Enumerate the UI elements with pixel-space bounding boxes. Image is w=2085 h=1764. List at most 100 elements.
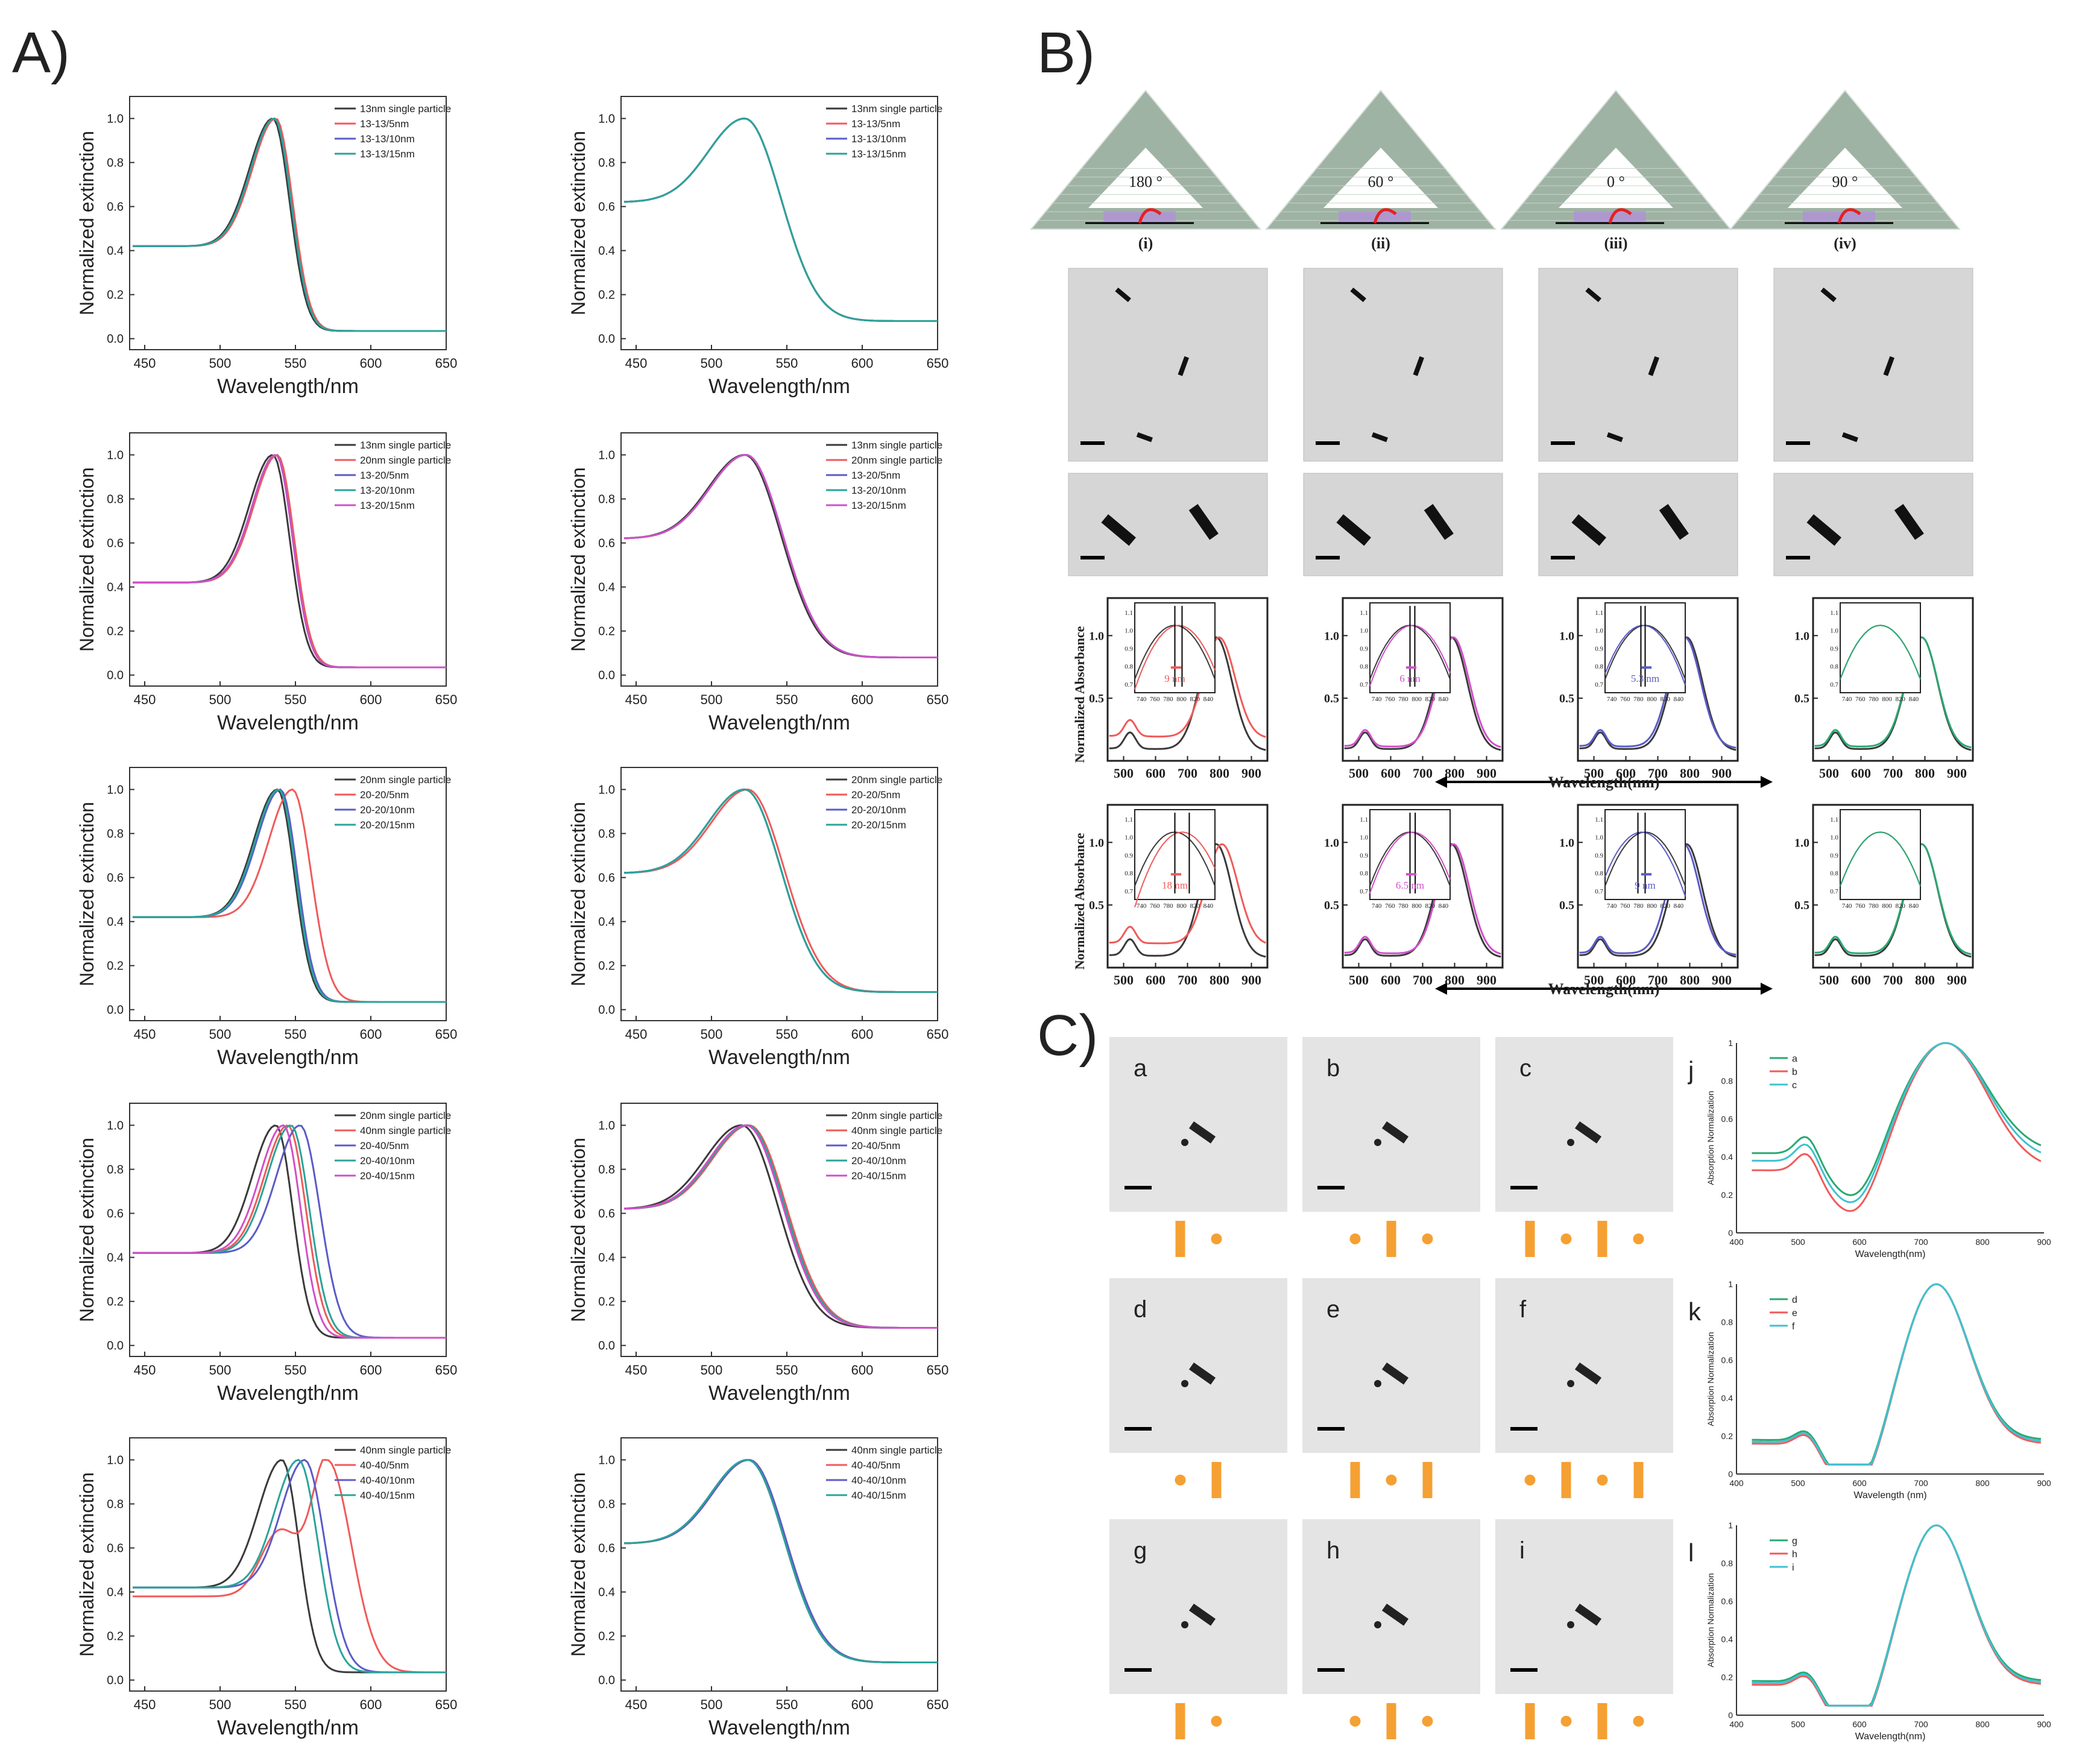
y-tick-label: 0.2 <box>107 1630 124 1643</box>
legend-label: 13-13/15nm <box>851 148 906 160</box>
a-chart-0-right: 450 500 550 600 650 0.0 0.2 0.4 0.6 0.8 1.0 Wavelen… <box>567 96 948 398</box>
tem-letter: h <box>1326 1537 1340 1564</box>
x-tick-label: 600 <box>1851 766 1871 781</box>
x-tick-label: 800 <box>1210 766 1229 781</box>
nanosphere <box>1181 1380 1188 1387</box>
inset-x-tick: 740 <box>1842 902 1852 910</box>
nanorod <box>1350 288 1366 303</box>
legend-label: 20-40/10nm <box>360 1155 415 1167</box>
gold-nanorod <box>1339 211 1411 224</box>
legend-label: 20-40/15nm <box>851 1170 906 1182</box>
x-tick-label: 450 <box>625 1027 648 1042</box>
inset-y-tick: 1.1 <box>1830 816 1838 824</box>
angle-arc <box>1138 208 1162 224</box>
shift-label: 9 nm <box>1164 673 1185 684</box>
c-schematic-f <box>1524 1462 1644 1498</box>
x-tick-label: 500 <box>209 1027 232 1042</box>
y-tick-label: 0.6 <box>1721 1596 1733 1606</box>
x-tick-label: 700 <box>1178 766 1197 781</box>
x-tick-label: 900 <box>1947 972 1967 988</box>
single-spectrum <box>1344 636 1501 751</box>
x-tick-label: 700 <box>1648 972 1668 988</box>
inset-y-tick: 1.1 <box>1125 610 1133 617</box>
legend-label: 20-20/5nm <box>360 789 409 801</box>
sphere-symbol <box>1422 1233 1433 1244</box>
x-tick-label: 450 <box>134 1362 156 1378</box>
sphere-symbol <box>1524 1475 1536 1485</box>
x-tick-label: 600 <box>360 1027 382 1042</box>
y-tick-label: 0.2 <box>598 1630 615 1643</box>
x-tick-label: 650 <box>927 1697 949 1712</box>
y-tick-label: 0.8 <box>1721 1076 1733 1086</box>
inset-x-tick: 760 <box>1385 902 1395 910</box>
x-axis-label: Wavelength/nm <box>217 1046 359 1069</box>
y-tick-label: 0.8 <box>107 157 124 170</box>
arrow-left-head <box>1435 776 1447 788</box>
legend-label: 40nm single particle <box>851 1125 942 1136</box>
inset-x-tick: 740 <box>1137 902 1147 910</box>
axes-frame <box>129 767 447 1021</box>
nanorod <box>1574 1121 1602 1144</box>
x-axis-label: Wavelength/nm <box>708 1716 850 1739</box>
angle-label: 60 ° <box>1368 173 1394 191</box>
tem-image <box>1495 1278 1673 1453</box>
c-tem-b: b <box>1302 1037 1480 1212</box>
sphere-symbol <box>1349 1233 1361 1244</box>
inset-x-tick: 820 <box>1190 902 1200 910</box>
nanorod <box>1424 504 1454 540</box>
inset-x-tick: 760 <box>1855 902 1866 910</box>
c-tem-f: f <box>1495 1278 1673 1453</box>
legend-label: 40nm single particle <box>360 1125 451 1136</box>
a-chart-4-right: 450 500 550 600 650 0.0 0.2 0.4 0.6 0.8 1.0 Wavelen… <box>567 1437 949 1739</box>
y-tick-label: 0.4 <box>1721 1393 1733 1403</box>
inset-y-tick: 1.0 <box>1830 834 1838 842</box>
panel-label-b: B) <box>1037 20 1095 85</box>
x-tick-label: 700 <box>1413 972 1433 988</box>
x-tick-label: 500 <box>209 356 232 371</box>
y-tick-label: 0.0 <box>598 669 615 682</box>
inset-y-tick: 0.8 <box>1830 870 1838 877</box>
legend-label: 13-20/5nm <box>360 470 409 481</box>
y-tick-label: 0.0 <box>598 1340 615 1353</box>
dimer-spectrum <box>1109 636 1266 738</box>
x-tick-label: 500 <box>1114 972 1134 988</box>
tem-letter: g <box>1134 1537 1147 1564</box>
x-tick-label: 500 <box>1819 766 1839 781</box>
x-tick-label: 600 <box>1146 972 1166 988</box>
inset-y-tick: 0.7 <box>1830 681 1838 688</box>
y-tick-label: 0.8 <box>1721 1558 1733 1568</box>
tem-overview-3 <box>1538 268 1738 462</box>
inset-x-tick: 820 <box>1896 696 1906 703</box>
tem-overview-4 <box>1773 268 1973 462</box>
rod-symbol <box>1175 1221 1185 1257</box>
inset-x-tick: 800 <box>1882 696 1892 703</box>
x-tick-label: 800 <box>1680 972 1700 988</box>
inset-x-tick: 840 <box>1439 902 1449 910</box>
x-tick-label: 600 <box>360 1362 382 1378</box>
x-tick-label: 550 <box>776 356 798 371</box>
shift-label: 6.5 nm <box>1396 880 1424 891</box>
y-tick-label: 1.0 <box>598 1120 615 1133</box>
c-tem-h: h <box>1302 1519 1480 1694</box>
angle-label: 90 ° <box>1832 173 1858 191</box>
x-tick-label: 650 <box>927 1027 949 1042</box>
legend-label: d <box>1792 1295 1797 1305</box>
inset-x-tick: 780 <box>1398 696 1408 703</box>
inset-x-tick: 760 <box>1855 696 1866 703</box>
tem-closeup-2 <box>1303 473 1503 576</box>
legend-label: 40nm single particle <box>360 1444 451 1456</box>
tem-overview-2 <box>1303 268 1503 462</box>
y-tick-label: 0.2 <box>1721 1190 1733 1200</box>
gold-nanorod <box>1103 211 1176 224</box>
x-tick-label: 500 <box>209 692 232 707</box>
legend-label: 20-40/5nm <box>360 1140 409 1151</box>
tem-image <box>1495 1037 1673 1212</box>
axes-frame <box>129 1437 447 1692</box>
rod-symbol <box>1525 1221 1535 1257</box>
y-tick-label: 0.2 <box>107 625 124 638</box>
y-tick-label: 0.0 <box>107 1340 124 1353</box>
legend-label: 20-20/15nm <box>360 819 415 831</box>
c-schematic-c <box>1525 1221 1644 1257</box>
